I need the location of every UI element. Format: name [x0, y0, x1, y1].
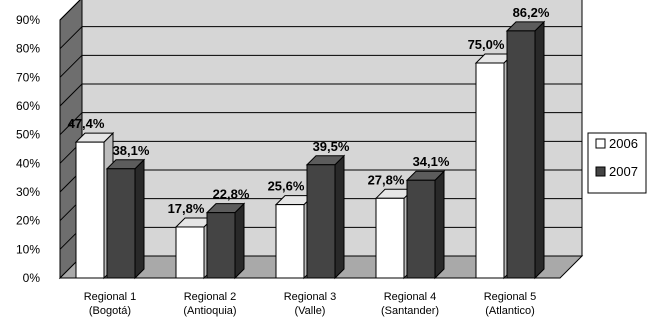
category-label: (Santander): [381, 305, 439, 317]
data-label-2006: 17,8%: [168, 201, 205, 216]
category-label: Regional 5: [484, 291, 537, 303]
legend-swatch-2007: [596, 167, 605, 176]
y-tick-label: 30%: [16, 185, 40, 199]
category-label: Regional 1: [84, 291, 137, 303]
bar-2006: [176, 227, 204, 278]
y-tick-label: 50%: [16, 128, 40, 142]
category-label: Regional 3: [284, 291, 337, 303]
y-tick-label: 80%: [16, 42, 40, 56]
category-label: (Antioquia): [183, 305, 236, 317]
category-label: (Bogotá): [89, 305, 131, 317]
data-label-2007: 39,5%: [313, 139, 350, 154]
bar-side-2007: [235, 204, 244, 278]
bar-2006: [76, 142, 104, 278]
y-axis-ticks: 0% 10% 20% 30% 40% 50% 60% 70% 80% 90%: [16, 13, 40, 285]
bar-2006: [276, 205, 304, 278]
bar-2007: [107, 169, 135, 278]
legend-label-2007: 2007: [609, 164, 638, 179]
data-label-2006: 27,8%: [368, 172, 405, 187]
y-tick-label: 90%: [16, 13, 40, 27]
bar-2007: [507, 31, 535, 278]
bar-side-2007: [135, 160, 144, 278]
bar-side-2007: [335, 156, 344, 278]
category-labels: Regional 1 (Bogotá) Regional 2 (Antioquia) R…: [84, 291, 537, 317]
bar-2007: [207, 213, 235, 278]
bar-2006: [376, 198, 404, 278]
data-label-2007: 38,1%: [113, 143, 150, 158]
category-label: (Atlantico): [485, 305, 535, 317]
bar-side-2007: [535, 22, 544, 278]
y-tick-label: 10%: [16, 242, 40, 256]
data-label-2006: 75,0%: [468, 37, 505, 52]
legend: 2006 2007: [588, 133, 646, 193]
bar-2006: [476, 63, 504, 278]
category-label: Regional 4: [384, 291, 437, 303]
category-label: (Valle): [295, 305, 326, 317]
data-label-2006: 47,4%: [68, 116, 105, 131]
y-tick-label: 0%: [23, 271, 41, 285]
bar-side-2007: [435, 171, 444, 278]
data-label-2007: 22,8%: [213, 187, 250, 202]
y-tick-label: 20%: [16, 214, 40, 228]
legend-label-2006: 2006: [609, 136, 638, 151]
data-label-2007: 86,2%: [513, 5, 550, 20]
bar-2007: [407, 180, 435, 278]
bar-2007: [307, 165, 335, 278]
y-tick-label: 70%: [16, 70, 40, 84]
y-tick-label: 60%: [16, 99, 40, 113]
data-label-2007: 34,1%: [413, 154, 450, 169]
legend-swatch-2006: [596, 139, 605, 148]
data-label-2006: 25,6%: [268, 179, 305, 194]
y-tick-label: 40%: [16, 156, 40, 170]
category-label: Regional 2: [184, 291, 237, 303]
